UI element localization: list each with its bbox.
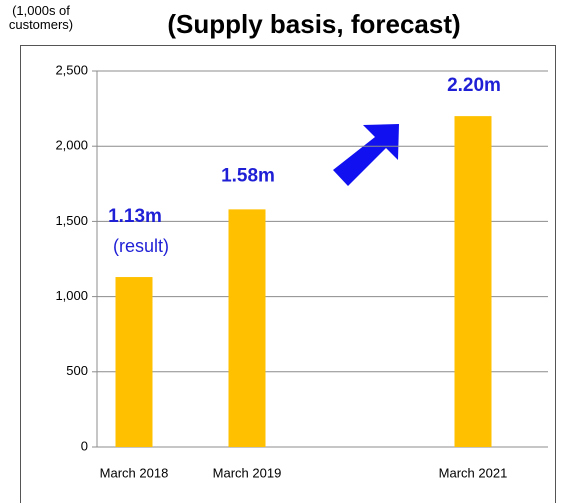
y-tick-label: 2,000 — [55, 138, 88, 153]
y-axis-label: (1,000s of customers) — [8, 3, 74, 32]
plot-frame — [20, 45, 556, 503]
value-label: 1.58m — [221, 165, 275, 186]
bar — [115, 277, 153, 447]
bar — [228, 209, 266, 447]
y-tick-label: 2,500 — [55, 62, 88, 77]
x-tick-label: March 2019 — [213, 465, 282, 480]
y-tick-label: 0 — [81, 438, 88, 453]
annotation: (result) — [113, 236, 169, 256]
chart-title: (Supply basis, forecast) — [167, 9, 460, 39]
y-tick-label: 500 — [66, 363, 88, 378]
x-tick-label: March 2018 — [100, 465, 169, 480]
bar — [454, 116, 492, 448]
value-label: 1.13m — [108, 206, 162, 227]
x-tick-label: March 2021 — [439, 465, 508, 480]
value-label: 2.20m — [447, 75, 501, 96]
y-tick-label: 1,000 — [55, 288, 88, 303]
y-tick-label: 1,500 — [55, 213, 88, 228]
growth-arrow — [333, 124, 399, 186]
